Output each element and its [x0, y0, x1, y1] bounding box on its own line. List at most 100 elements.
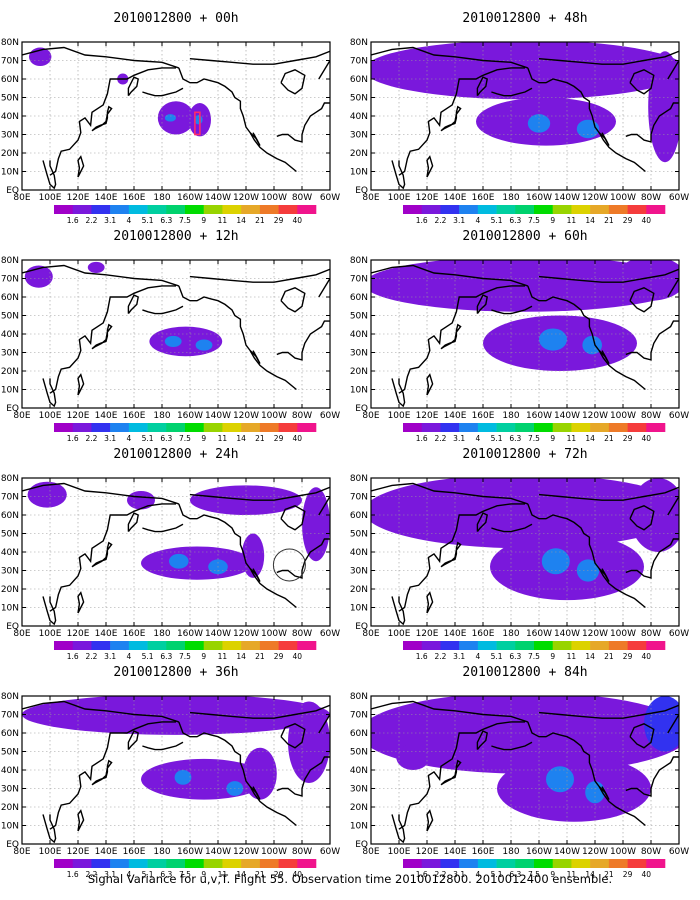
colorbar-swatch — [222, 859, 242, 868]
colorbar-swatch — [259, 205, 279, 214]
coastline — [667, 60, 679, 80]
y-tick-label: 30N — [350, 131, 368, 141]
colorbar: 1.6 2.2 3.1 4 5.1 6.3 7.5 9 11 14 21 29 40 — [403, 423, 666, 443]
colorbar: 1.6 2.2 3.1 4 5.1 6.3 7.5 9 11 14 21 29 40 — [54, 423, 317, 443]
x-tick-label: 120W — [233, 847, 259, 857]
y-tick-label: 40N — [350, 766, 368, 776]
colorbar-swatch — [421, 641, 441, 650]
variance-region — [149, 326, 223, 357]
coastline — [42, 160, 57, 190]
colorbar-swatch — [128, 859, 148, 868]
colorbar-swatch — [627, 641, 647, 650]
coastline — [371, 700, 529, 723]
colorbar-label: 2.2 — [85, 652, 97, 661]
flight-track-marker — [194, 111, 201, 136]
colorbar-swatch — [403, 205, 423, 214]
colorbar-swatch — [627, 205, 647, 214]
colorbar-label: 4 — [475, 652, 480, 661]
coastline — [142, 741, 184, 751]
colorbar-label: 2.2 — [434, 434, 446, 443]
coastline — [398, 285, 525, 394]
colorbar-swatch — [571, 423, 591, 432]
x-tick-label: 180 — [502, 193, 519, 203]
colorbar-label: 7.5 — [179, 870, 191, 879]
x-tick-label: 160E — [472, 847, 495, 857]
y-tick-label: 20N — [1, 585, 19, 595]
x-tick-label: 160W — [526, 193, 552, 203]
y-tick-label: 40N — [350, 548, 368, 558]
colorbar-swatch — [477, 423, 497, 432]
colorbar-label: 1.6 — [416, 870, 428, 879]
x-tick-label: 100E — [39, 629, 62, 639]
colorbar-label: 7.5 — [528, 434, 540, 443]
coastline — [42, 378, 57, 408]
coastline — [527, 285, 646, 391]
x-tick-label: 80W — [292, 847, 312, 857]
colorbar-label: 14 — [236, 870, 246, 879]
panel-title: 2010012800 + 60h — [462, 229, 587, 244]
coastline — [476, 730, 488, 751]
colorbar-label: 1.6 — [416, 434, 428, 443]
colorbar-swatch — [203, 641, 223, 650]
colorbar-swatch — [91, 205, 111, 214]
colorbar-label: 9 — [201, 652, 206, 661]
x-tick-label: 60W — [320, 411, 340, 421]
coastline — [491, 523, 533, 533]
colorbar-label: 4 — [475, 216, 480, 225]
y-tick-label: 70N — [350, 711, 368, 721]
colorbar: 1.6 2.2 3.1 4 5.1 6.3 7.5 9 11 14 21 29 40 — [54, 859, 317, 879]
x-tick-label: 160W — [177, 193, 203, 203]
colorbar-swatch — [72, 641, 92, 650]
x-tick-label: 120E — [416, 629, 439, 639]
x-tick-label: 80E — [362, 193, 379, 203]
colorbar-label: 3.1 — [104, 216, 116, 225]
colorbar-label: 11 — [567, 216, 577, 225]
colorbar-swatch — [534, 641, 554, 650]
colorbar-swatch — [297, 641, 317, 650]
colorbar-swatch — [91, 423, 111, 432]
map-panel: 2010012800 + 60h EQ 10N 20N 30N 40N 50N 60N 70N 8… — [350, 229, 689, 443]
y-tick-label: 40N — [350, 112, 368, 122]
colorbar-label: 2.2 — [85, 216, 97, 225]
colorbar-label: 14 — [585, 870, 595, 879]
x-tick-label: 100E — [388, 847, 411, 857]
colorbar-label: 29 — [274, 652, 284, 661]
colorbar-swatch — [571, 205, 591, 214]
colorbar-swatch — [646, 641, 666, 650]
x-tick-label: 100W — [261, 411, 287, 421]
colorbar-swatch — [278, 859, 298, 868]
colorbar-swatch — [166, 205, 186, 214]
colorbar-swatch — [571, 859, 591, 868]
y-tick-label: EQ — [355, 840, 368, 850]
coastline — [527, 721, 646, 827]
y-tick-label: 20N — [350, 149, 368, 159]
colorbar-label: 14 — [236, 434, 246, 443]
coastline — [249, 568, 261, 582]
y-tick-label: 40N — [350, 330, 368, 340]
x-tick-label: 180 — [502, 847, 519, 857]
colorbar-label: 3.1 — [453, 870, 465, 879]
colorbar-label: 40 — [642, 870, 652, 879]
map-area — [22, 696, 330, 844]
coastline — [280, 723, 306, 749]
panel-title: 2010012800 + 72h — [462, 447, 587, 462]
colorbar: 1.6 2.2 3.1 4 5.1 6.3 7.5 9 11 14 21 29 40 — [403, 205, 666, 225]
x-tick-label: 120E — [416, 847, 439, 857]
map-panel: 2010012800 + 48h EQ 10N 20N 30N 40N 50N 60N 70N 8… — [350, 11, 689, 225]
colorbar-label: 29 — [274, 216, 284, 225]
coastline — [318, 278, 330, 298]
coastline — [276, 320, 330, 361]
colorbar-label: 3.1 — [453, 216, 465, 225]
coastline — [625, 538, 679, 579]
coastline — [49, 285, 176, 394]
x-tick-label: 100E — [39, 411, 62, 421]
colorbar-swatch — [477, 641, 497, 650]
y-tick-label: 80N — [350, 256, 368, 266]
coastline — [249, 350, 261, 364]
variance-region — [195, 339, 213, 351]
colorbar-label: 7.5 — [528, 216, 540, 225]
coastline — [49, 721, 176, 830]
colorbar-swatch — [185, 423, 205, 432]
colorbar-swatch — [534, 205, 554, 214]
y-tick-label: 50N — [1, 312, 19, 322]
